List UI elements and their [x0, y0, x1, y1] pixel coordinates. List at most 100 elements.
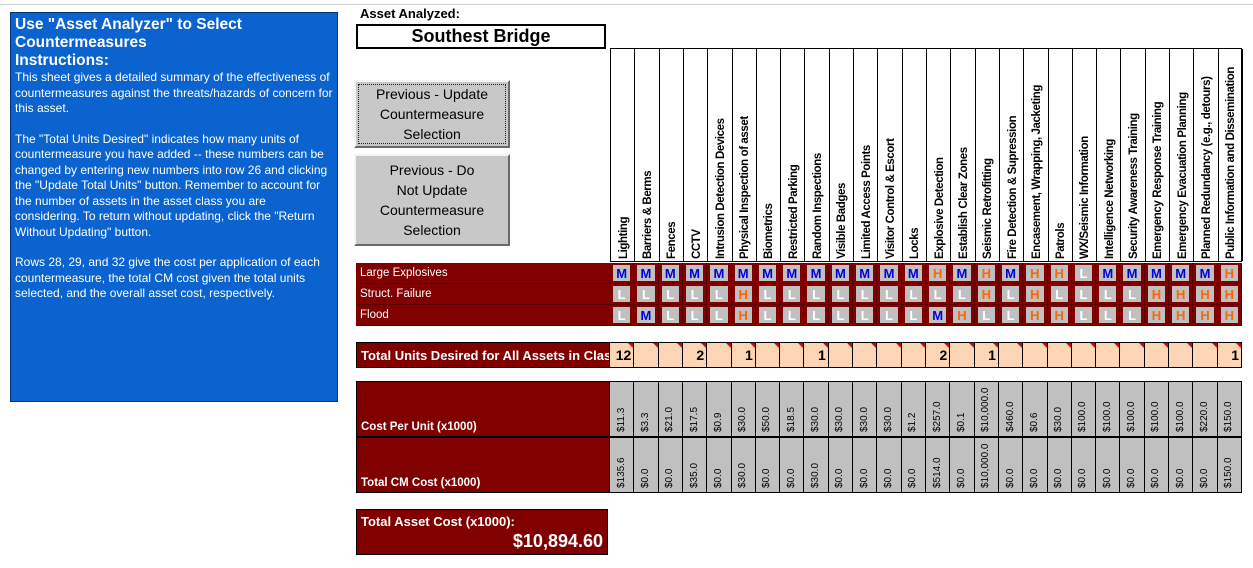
units-desired-cell[interactable]: 1	[974, 342, 999, 368]
total-cm-cost-value: $0.0	[883, 468, 895, 488]
cost-per-unit-value: $100.0	[1101, 401, 1113, 432]
units-desired-cell[interactable]	[1120, 342, 1145, 368]
units-desired-cell[interactable]	[853, 342, 878, 368]
units-desired-cell[interactable]: 1	[731, 342, 756, 368]
total-units-label: Total Units Desired for All Assets in Cl…	[356, 342, 610, 368]
countermeasure-header: Fences	[660, 49, 684, 261]
threat-level-cell: H	[1047, 263, 1072, 284]
units-desired-cell[interactable]: 2	[682, 342, 708, 368]
threat-level-cell: M	[610, 263, 635, 284]
cost-per-unit-cell: $100.0	[1096, 381, 1121, 437]
units-desired-value: 2	[696, 347, 705, 363]
countermeasure-header-label: Public Information and Dissemination	[1225, 67, 1238, 259]
countermeasure-header-label: Barriers & Berms	[641, 170, 654, 259]
countermeasure-header-label: Fences	[666, 221, 679, 259]
comment-indicator-icon	[725, 343, 731, 348]
threat-level-cell: L	[1096, 284, 1121, 305]
threat-level-cell: L	[853, 284, 878, 305]
threat-level-value: L	[1123, 307, 1141, 323]
threat-level-cell: L	[780, 284, 805, 305]
units-desired-cell[interactable]: 1	[804, 342, 829, 368]
units-desired-cell[interactable]	[1193, 342, 1218, 368]
threat-level-value: H	[1220, 286, 1238, 302]
comment-indicator-icon	[628, 343, 634, 348]
countermeasure-header-label: Random Inspections	[812, 153, 825, 259]
threat-level-cell: L	[658, 305, 683, 326]
cost-per-unit-cell: $30.0	[877, 381, 902, 437]
units-desired-cell[interactable]: 2	[926, 342, 951, 368]
units-desired-cell[interactable]	[755, 342, 781, 368]
threat-level-value: L	[637, 286, 655, 302]
total-cm-cost-cell: $30.0	[731, 437, 756, 493]
units-desired-cell[interactable]	[1071, 342, 1097, 368]
threat-level-value: L	[710, 286, 728, 302]
countermeasure-header: Patrols	[1049, 49, 1073, 261]
total-cm-cost-cell: $514.0	[926, 437, 951, 493]
units-desired-cell[interactable]	[1144, 342, 1170, 368]
countermeasure-header: Encasement, Wrapping, Jacketing	[1024, 49, 1049, 261]
units-desired-cell[interactable]	[1096, 342, 1121, 368]
total-cm-cost-value: $30.0	[737, 462, 749, 488]
countermeasure-header: Biometrics	[757, 49, 782, 261]
instructions-title: Use "Asset Analyzer" to Select Counterme…	[15, 16, 242, 51]
units-desired-cell[interactable]	[950, 342, 975, 368]
units-desired-cell[interactable]	[1169, 342, 1194, 368]
total-cm-cost-value: $10,000.0	[980, 443, 992, 489]
asset-analyzed-label: Asset Analyzed:	[360, 6, 460, 21]
threat-level-cell: M	[877, 263, 902, 284]
total-cm-cost-cell: $0.0	[1120, 437, 1145, 493]
threat-level-value: L	[880, 307, 898, 323]
units-desired-cell[interactable]	[658, 342, 683, 368]
countermeasure-header: Seismic Retrofitting	[976, 49, 1000, 261]
threat-level-cell: L	[682, 284, 708, 305]
units-desired-cell[interactable]: 12	[610, 342, 635, 368]
threat-level-value: M	[831, 265, 850, 281]
threat-level-cell: L	[974, 305, 999, 326]
threat-level-cell: L	[901, 305, 926, 326]
threat-level-cell: L	[877, 284, 902, 305]
units-desired-cell[interactable]	[877, 342, 902, 368]
units-desired-cell[interactable]	[1047, 342, 1072, 368]
units-desired-cell[interactable]	[780, 342, 805, 368]
threat-level-value: H	[1147, 307, 1166, 323]
cost-per-unit-cell: $30.0	[1047, 381, 1072, 437]
threat-level-cell: H	[1217, 284, 1242, 305]
threat-level-value: L	[1099, 286, 1117, 302]
previous-no-update-button[interactable]: Previous - Do Not Update Countermeasure …	[354, 154, 510, 246]
threat-level-cell: M	[950, 263, 975, 284]
total-cm-cost-cell: $135.6	[610, 437, 635, 493]
countermeasure-header-label: Limited Access Points	[860, 145, 873, 259]
threat-level-cell: H	[926, 263, 951, 284]
previous-update-button[interactable]: Previous - Update Countermeasure Selecti…	[354, 80, 510, 148]
threat-level-cell: L	[853, 305, 878, 326]
units-desired-cell[interactable]	[707, 342, 732, 368]
threat-level-cell: L	[780, 305, 805, 326]
units-desired-cell[interactable]: 1	[1217, 342, 1242, 368]
cost-per-unit-value: $30.0	[858, 406, 870, 432]
threat-level-cell: L	[1120, 284, 1145, 305]
threat-level-value: M	[1001, 265, 1020, 281]
total-cm-cost-cell: $0.0	[853, 437, 878, 493]
units-desired-cell[interactable]	[1023, 342, 1048, 368]
units-desired-cell[interactable]	[828, 342, 854, 368]
cost-per-unit-cell: $17.5	[682, 381, 708, 437]
threat-level-value: L	[904, 286, 922, 302]
total-cm-cost-cell: $0.0	[950, 437, 975, 493]
cost-per-unit-value: $220.0	[1199, 401, 1211, 432]
total-cm-cost-cell: $0.0	[828, 437, 854, 493]
comment-indicator-icon	[822, 343, 828, 348]
threat-level-cell: L	[682, 305, 708, 326]
total-cm-cost-value: $30.0	[810, 462, 822, 488]
units-desired-cell[interactable]	[901, 342, 926, 368]
threat-level-cell: L	[1047, 284, 1072, 305]
countermeasure-header: Establish Clear Zones	[951, 49, 976, 261]
units-desired-cell[interactable]	[634, 342, 659, 368]
comment-indicator-icon	[652, 343, 658, 348]
threat-level-cell: H	[1169, 305, 1194, 326]
countermeasure-header-label: Seismic Retrofitting	[982, 158, 995, 259]
countermeasure-header: Lighting	[611, 49, 636, 261]
countermeasure-header-label: Intrusion Detection Devices	[714, 118, 727, 259]
countermeasure-header-label: Visible Badges	[836, 182, 849, 259]
units-desired-cell[interactable]	[998, 342, 1024, 368]
comment-indicator-icon	[944, 343, 950, 348]
